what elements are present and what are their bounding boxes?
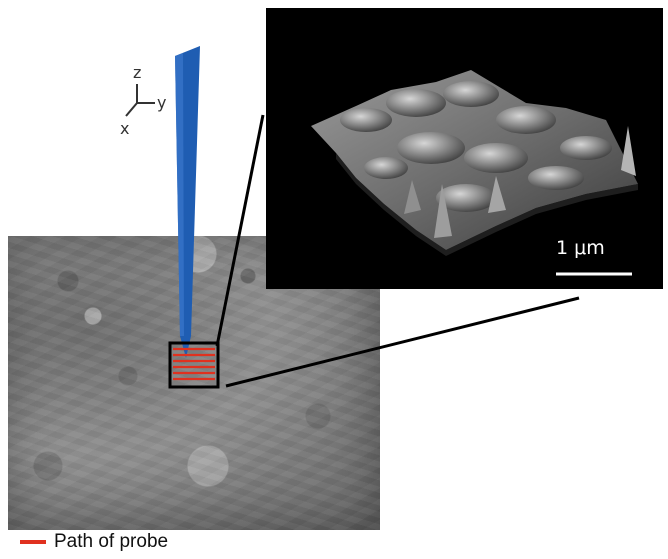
afm-surface-render [311,70,638,276]
legend-label: Path of probe [54,531,169,552]
probe-tip-highlight [175,53,184,336]
axes-glyph [125,84,155,117]
legend-swatch [20,540,46,544]
connector-line-bottom [225,296,580,388]
axis-label-x: x [120,119,130,138]
scan-path [173,347,215,381]
legend: Path of probe [20,530,168,554]
axis-label-z: z [133,63,142,82]
scale-bar-label: 1 μm [556,237,605,259]
afm-topography-panel [266,8,663,289]
connector-line-top [215,114,265,347]
axis-label-y: y [157,93,167,112]
scan-area-box [168,341,220,389]
